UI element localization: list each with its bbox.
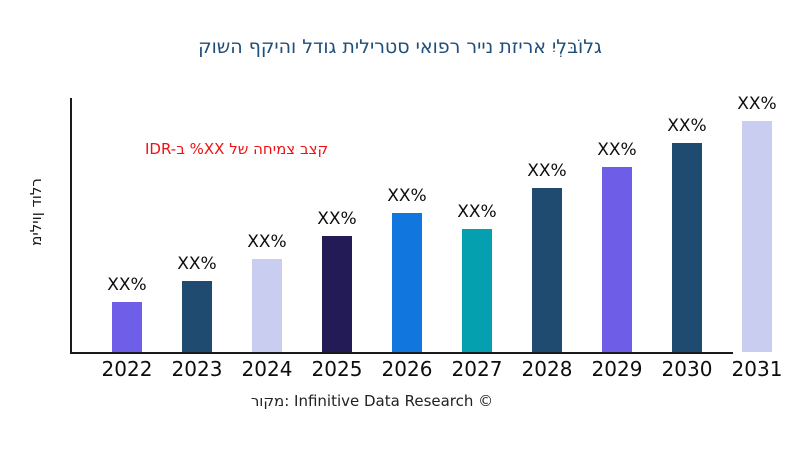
bar-2025 — [322, 236, 352, 352]
bar-value-label-2023: XX% — [177, 254, 217, 274]
bar-value-label-2026: XX% — [387, 186, 427, 206]
bar-2028 — [532, 188, 562, 352]
growth-rate-annotation: IDR-ב %XX לש החימצ בצק — [145, 140, 329, 158]
bar-value-label-2024: XX% — [247, 232, 287, 252]
x-tick-2023: 2023 — [171, 357, 223, 381]
x-tick-2028: 2028 — [521, 357, 573, 381]
bar-value-label-2027: XX% — [457, 202, 497, 222]
x-tick-2031: 2031 — [731, 357, 783, 381]
x-tick-2024: 2024 — [241, 357, 293, 381]
bar-2027 — [462, 229, 492, 352]
bar-value-label-2031: XX% — [737, 94, 777, 114]
x-tick-2025: 2025 — [311, 357, 363, 381]
bar-2024 — [252, 259, 282, 352]
bar-2023 — [182, 281, 212, 352]
y-axis-label: מיליון דולר — [27, 178, 45, 246]
x-tick-2027: 2027 — [451, 357, 503, 381]
chart-title: קושה ףקיהו לדוג תילירטס יאופר ריינ תזירא… — [198, 36, 602, 58]
bar-value-label-2029: XX% — [597, 140, 637, 160]
x-tick-2029: 2029 — [591, 357, 643, 381]
bar-value-label-2022: XX% — [107, 275, 147, 295]
bar-value-label-2028: XX% — [527, 161, 567, 181]
bar-2029 — [602, 167, 632, 352]
source-caption: רוקמ: Infinitive Data Research © — [250, 392, 494, 410]
x-tick-2026: 2026 — [381, 357, 433, 381]
y-axis-line — [70, 98, 72, 354]
bar-value-label-2030: XX% — [667, 116, 707, 136]
bar-2030 — [672, 143, 702, 352]
x-tick-2030: 2030 — [661, 357, 713, 381]
bar-2022 — [112, 302, 142, 352]
bar-2026 — [392, 213, 422, 352]
bar-2031 — [742, 121, 772, 352]
x-tick-2022: 2022 — [101, 357, 153, 381]
x-axis-line — [70, 352, 733, 354]
bar-value-label-2025: XX% — [317, 209, 357, 229]
